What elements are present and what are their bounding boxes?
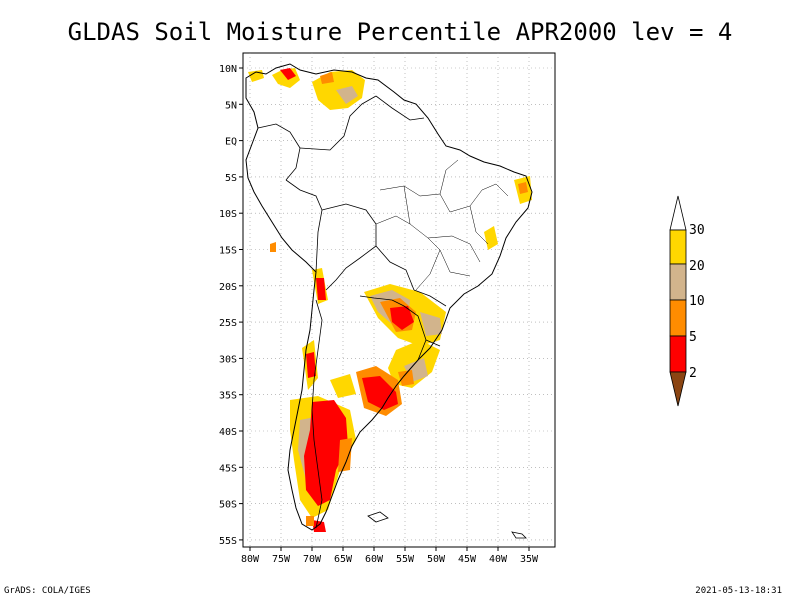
legend-label-5: 5 [689, 330, 697, 345]
legend-top-triangle [669, 195, 687, 231]
falkland-islands [367, 511, 389, 523]
legend-box-30 [669, 229, 687, 265]
shade-red-tierra [312, 520, 326, 532]
shade-tan-paraguay-2 [420, 312, 442, 336]
legend-bottom-triangle [669, 371, 687, 407]
lat-tick-label: 30S [219, 354, 237, 365]
legend-box-5 [669, 335, 687, 373]
state-borders [375, 159, 509, 291]
lat-tick-label: 25S [219, 318, 237, 329]
legend-box-20 [669, 263, 687, 301]
lat-tick-label: 45S [219, 463, 237, 474]
legend-box-10 [669, 299, 687, 337]
lon-tick-label: 65W [334, 554, 353, 565]
axis-ticks: 10N 5N EQ 5S 10S 15S 20S 25S 30S 35S 40S 45S 50S 55S 8… [219, 64, 539, 565]
south-georgia [511, 531, 527, 539]
shade-orange-patagonia [338, 438, 352, 472]
lat-tick-label: 10S [219, 209, 237, 220]
lon-tick-label: 55W [396, 554, 415, 565]
shade-orange-uruguay [398, 370, 414, 386]
shade-red-pampas [362, 376, 398, 410]
color-legend: 30 20 10 5 2 [669, 195, 705, 407]
shade-yellow-pampas-2 [330, 374, 356, 398]
shade-orange-ne-brazil [518, 182, 528, 194]
lat-tick-label: EQ [225, 137, 237, 148]
lat-tick-label: 5S [225, 173, 237, 184]
lon-tick-label: 75W [272, 554, 291, 565]
shade-red-patagonia [304, 400, 348, 506]
lon-tick-label: 40W [489, 554, 508, 565]
lat-tick-label: 50S [219, 500, 237, 511]
lon-tick-label: 60W [365, 554, 384, 565]
lat-tick-label: 40S [219, 427, 237, 438]
footer-credit: GrADS: COLA/IGES [4, 586, 91, 596]
lat-tick-label: 35S [219, 391, 237, 402]
shade-red-c-chile [306, 352, 316, 378]
shade-orange-venezuela [320, 72, 334, 84]
lon-tick-label: 35W [520, 554, 539, 565]
lon-tick-label: 50W [427, 554, 446, 565]
legend-label-30: 30 [689, 223, 705, 238]
map-title: GLDAS Soil Moisture Percentile APR2000 l… [67, 18, 733, 46]
country-borders [257, 95, 447, 529]
legend-label-10: 10 [689, 294, 705, 309]
shade-orange-peru [270, 242, 276, 252]
south-america-coastline [245, 63, 533, 531]
lat-tick-label: 20S [219, 282, 237, 293]
lon-tick-label: 80W [241, 554, 260, 565]
shade-red-n-chile [316, 278, 326, 300]
lon-tick-label: 45W [458, 554, 477, 565]
footer-timestamp: 2021-05-13-18:31 [695, 586, 782, 596]
shade-red-north-1 [280, 68, 296, 80]
lat-tick-label: 55S [219, 536, 237, 547]
lon-tick-label: 70W [303, 554, 322, 565]
lat-tick-label: 10N [219, 64, 237, 75]
shade-red-paraguay [390, 306, 414, 330]
shade-yellow-e-brazil [484, 226, 498, 250]
lat-tick-label: 5N [225, 100, 237, 111]
legend-label-2: 2 [689, 366, 697, 381]
lat-tick-label: 15S [219, 246, 237, 257]
shade-orange-tierra [306, 516, 314, 526]
shade-tan-venezuela [336, 86, 358, 104]
legend-label-20: 20 [689, 259, 705, 274]
